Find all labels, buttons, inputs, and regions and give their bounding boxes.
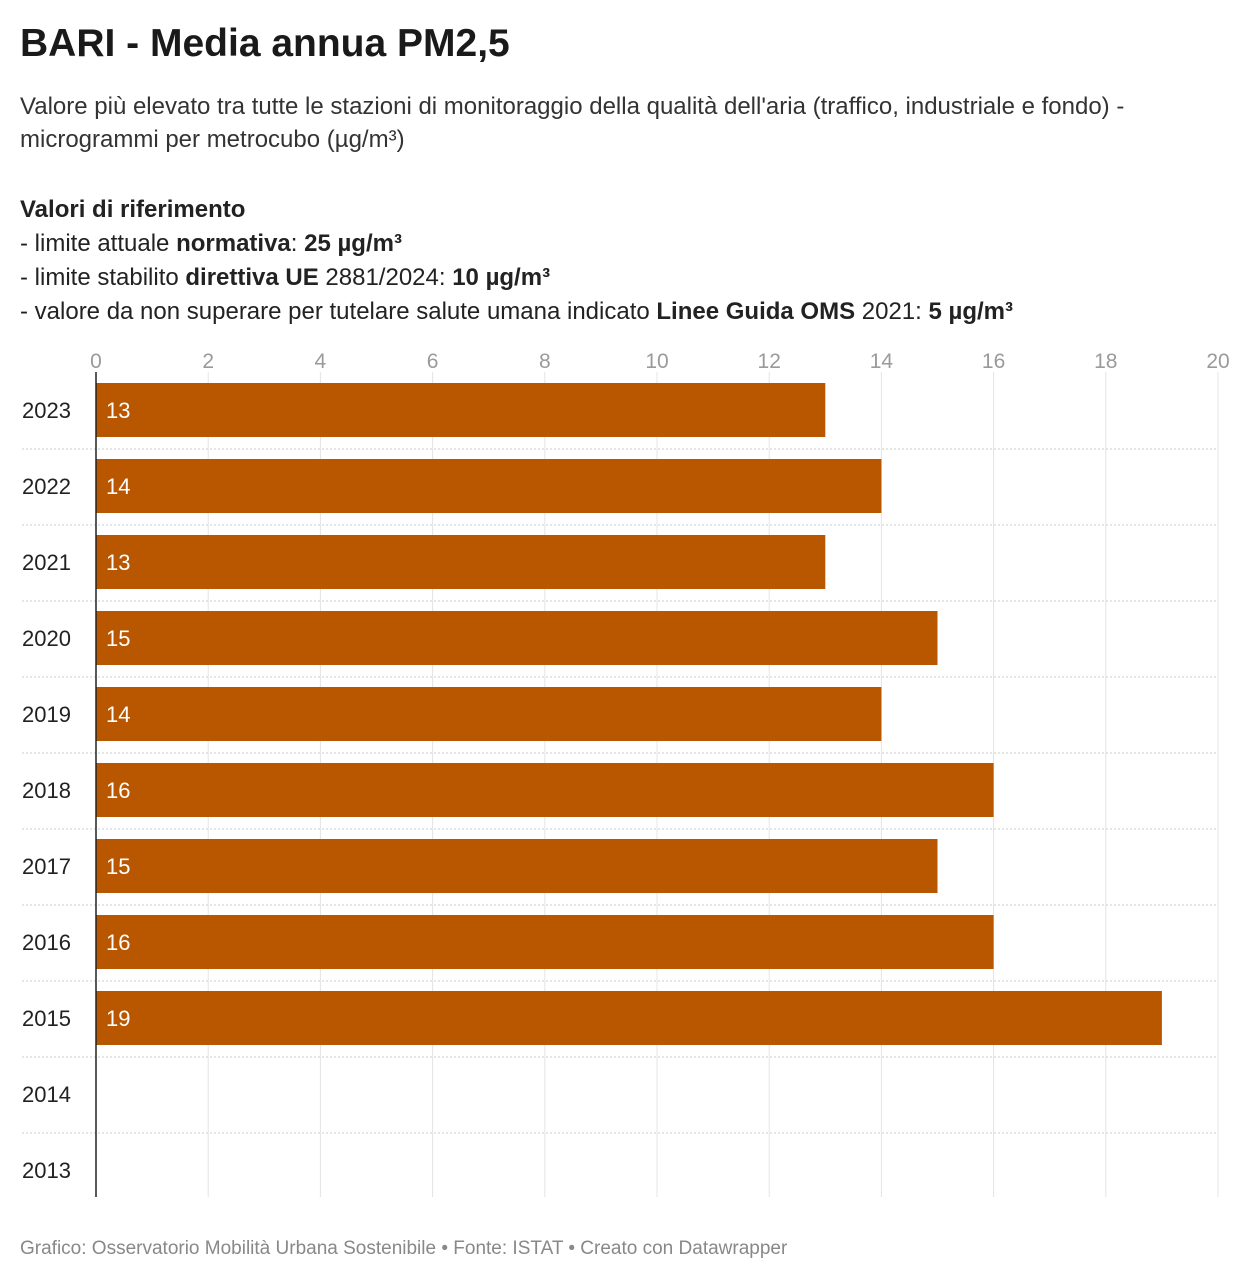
category-label: 2020 (22, 626, 71, 651)
x-tick-label: 18 (1094, 350, 1117, 373)
x-tick-label: 0 (90, 350, 102, 373)
category-label: 2013 (22, 1158, 71, 1183)
bar (96, 915, 994, 969)
data-label: 13 (106, 398, 130, 423)
category-label: 2019 (22, 702, 71, 727)
chart-title: BARI - Media annua PM2,5 (20, 22, 510, 65)
category-label: 2016 (22, 930, 71, 955)
data-label: 19 (106, 1006, 130, 1031)
category-label: 2022 (22, 474, 71, 499)
x-tick-label: 8 (539, 350, 551, 373)
reference-line-oms: - valore da non superare per tutelare sa… (20, 298, 1014, 325)
reference-line-direttiva: - limite stabilito direttiva UE 2881/202… (20, 264, 551, 291)
data-label: 13 (106, 550, 130, 575)
footer-credit: Grafico: Osservatorio Mobilità Urbana So… (20, 1238, 788, 1259)
bar (96, 687, 882, 741)
bar (96, 839, 938, 893)
bar (96, 383, 826, 437)
reference-values: Valori di riferimento - limite attuale n… (20, 193, 1220, 329)
data-label: 16 (106, 930, 130, 955)
data-label: 14 (106, 474, 130, 499)
bar (96, 535, 826, 589)
category-label: 2018 (22, 778, 71, 803)
bar (96, 991, 1162, 1045)
x-tick-label: 10 (645, 350, 668, 373)
data-label: 14 (106, 702, 130, 727)
bar (96, 611, 938, 665)
x-tick-label: 4 (315, 350, 327, 373)
category-label: 2017 (22, 854, 71, 879)
x-tick-label: 20 (1206, 350, 1229, 373)
category-label: 2023 (22, 398, 71, 423)
x-tick-label: 6 (427, 350, 439, 373)
reference-heading: Valori di riferimento (20, 196, 246, 223)
x-tick-label: 2 (202, 350, 214, 373)
data-label: 15 (106, 626, 130, 651)
x-tick-label: 12 (758, 350, 781, 373)
bar (96, 763, 994, 817)
chart-subtitle: Valore più elevato tra tutte le stazioni… (20, 93, 1125, 153)
data-label: 16 (106, 778, 130, 803)
reference-line-normativa: - limite attuale normativa: 25 µg/m³ (20, 230, 402, 257)
x-tick-label: 16 (982, 350, 1005, 373)
bar (96, 459, 882, 513)
category-label: 2015 (22, 1006, 71, 1031)
x-tick-label: 14 (870, 350, 894, 373)
category-label: 2014 (22, 1082, 71, 1107)
data-label: 15 (106, 854, 130, 879)
category-label: 2021 (22, 550, 71, 575)
